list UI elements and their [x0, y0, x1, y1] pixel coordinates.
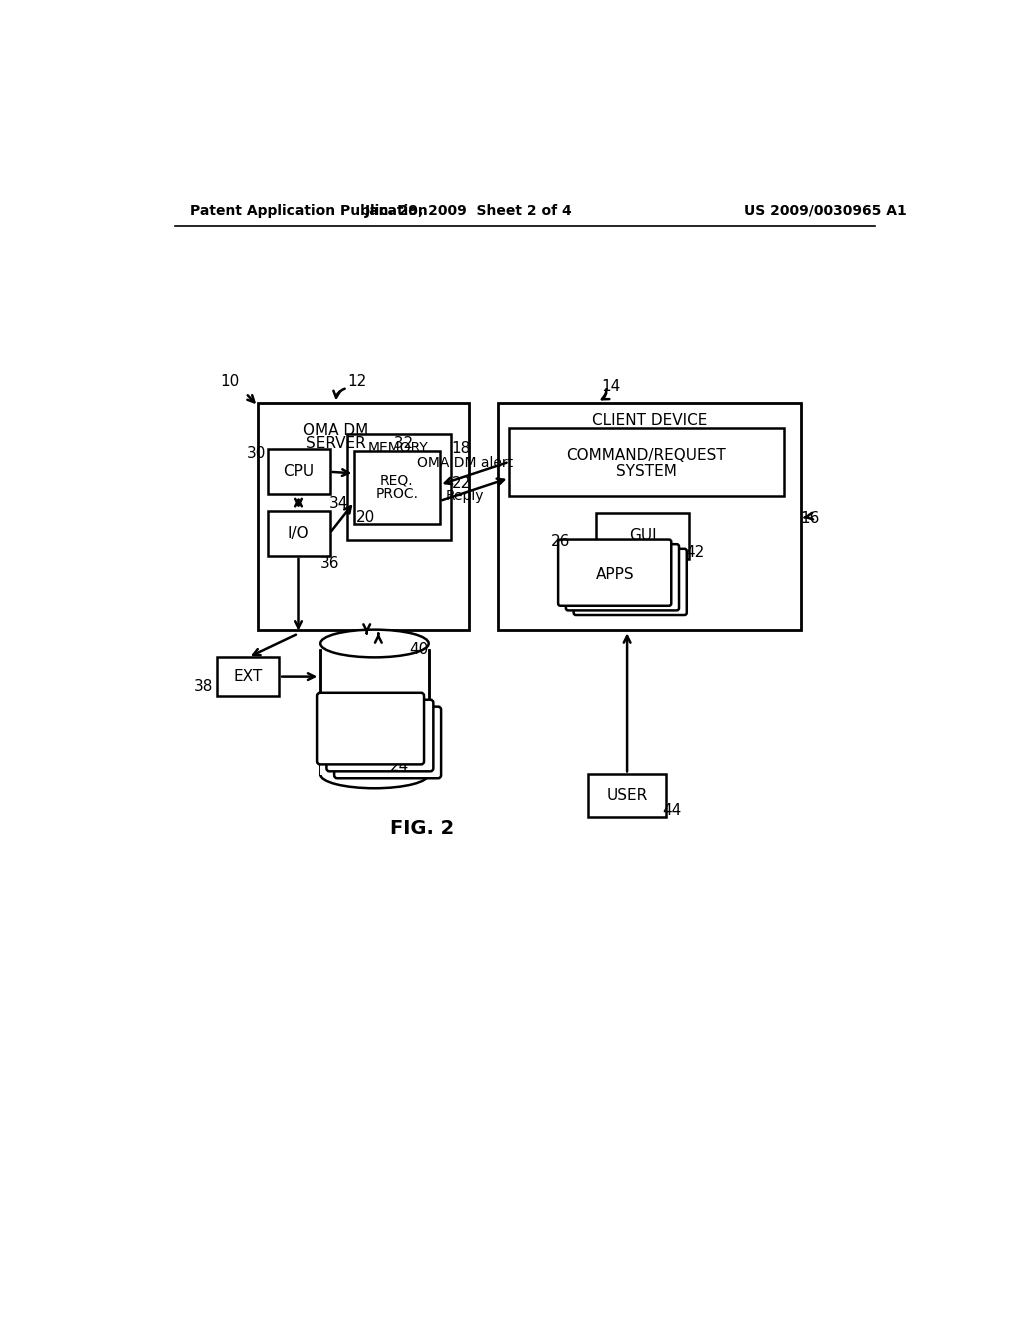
Bar	[589, 775, 666, 817]
Bar	[354, 451, 439, 524]
Text: OMA DM: OMA DM	[303, 422, 369, 438]
Text: OMA DM alert: OMA DM alert	[417, 455, 513, 470]
Text: 16: 16	[801, 511, 819, 527]
Text: EXT: EXT	[233, 669, 263, 684]
Bar	[499, 404, 801, 631]
Text: 26: 26	[551, 535, 570, 549]
Text: 30: 30	[247, 446, 266, 461]
Text: Reply: Reply	[445, 488, 484, 503]
Text: CLIENT DEVICE: CLIENT DEVICE	[592, 413, 708, 428]
Text: SYSTEM: SYSTEM	[616, 465, 677, 479]
Bar	[596, 512, 689, 558]
Text: 44: 44	[663, 803, 682, 818]
Text: 38: 38	[194, 678, 213, 694]
Text: REQ.: REQ.	[380, 474, 414, 487]
Ellipse shape	[321, 630, 429, 657]
Text: GUI: GUI	[629, 528, 656, 544]
Ellipse shape	[321, 760, 429, 788]
Text: COMMAND/REQUEST: COMMAND/REQUEST	[566, 447, 726, 463]
Text: Jan. 29, 2009  Sheet 2 of 4: Jan. 29, 2009 Sheet 2 of 4	[366, 203, 572, 218]
Text: Patent Application Publication: Patent Application Publication	[190, 203, 428, 218]
Text: 24: 24	[389, 759, 409, 775]
Text: OSGI: OSGI	[353, 718, 388, 733]
Text: 40: 40	[409, 642, 428, 657]
Bar	[346, 434, 452, 540]
Text: PROC.: PROC.	[376, 487, 419, 502]
Text: 32: 32	[384, 436, 413, 451]
Bar	[258, 404, 469, 631]
Text: 10: 10	[221, 374, 240, 389]
Text: 18: 18	[452, 441, 471, 457]
FancyBboxPatch shape	[334, 706, 441, 779]
Text: 36: 36	[319, 556, 339, 572]
Text: MEMORY: MEMORY	[368, 441, 429, 455]
Text: 42: 42	[686, 545, 705, 560]
Text: CPU: CPU	[283, 465, 314, 479]
Text: USER: USER	[606, 788, 648, 803]
Bar	[267, 450, 330, 494]
Bar	[321, 760, 429, 775]
Text: SERVER: SERVER	[306, 436, 366, 451]
Text: 14: 14	[601, 379, 621, 393]
Bar	[509, 428, 784, 496]
Text: 20: 20	[356, 511, 375, 525]
FancyBboxPatch shape	[327, 700, 433, 771]
Bar	[217, 657, 280, 696]
Text: BUNDLE: BUNDLE	[342, 733, 399, 746]
Text: FIG. 2: FIG. 2	[390, 818, 455, 838]
FancyBboxPatch shape	[317, 693, 424, 764]
FancyBboxPatch shape	[558, 540, 672, 606]
Bar	[267, 511, 330, 556]
Text: APPS: APPS	[595, 566, 634, 582]
FancyBboxPatch shape	[573, 549, 687, 615]
Text: 12: 12	[347, 374, 367, 389]
Text: 34: 34	[329, 496, 348, 511]
Text: I/O: I/O	[288, 525, 309, 541]
Text: US 2009/0030965 A1: US 2009/0030965 A1	[744, 203, 907, 218]
Text: 22: 22	[452, 475, 471, 491]
FancyBboxPatch shape	[566, 544, 679, 610]
